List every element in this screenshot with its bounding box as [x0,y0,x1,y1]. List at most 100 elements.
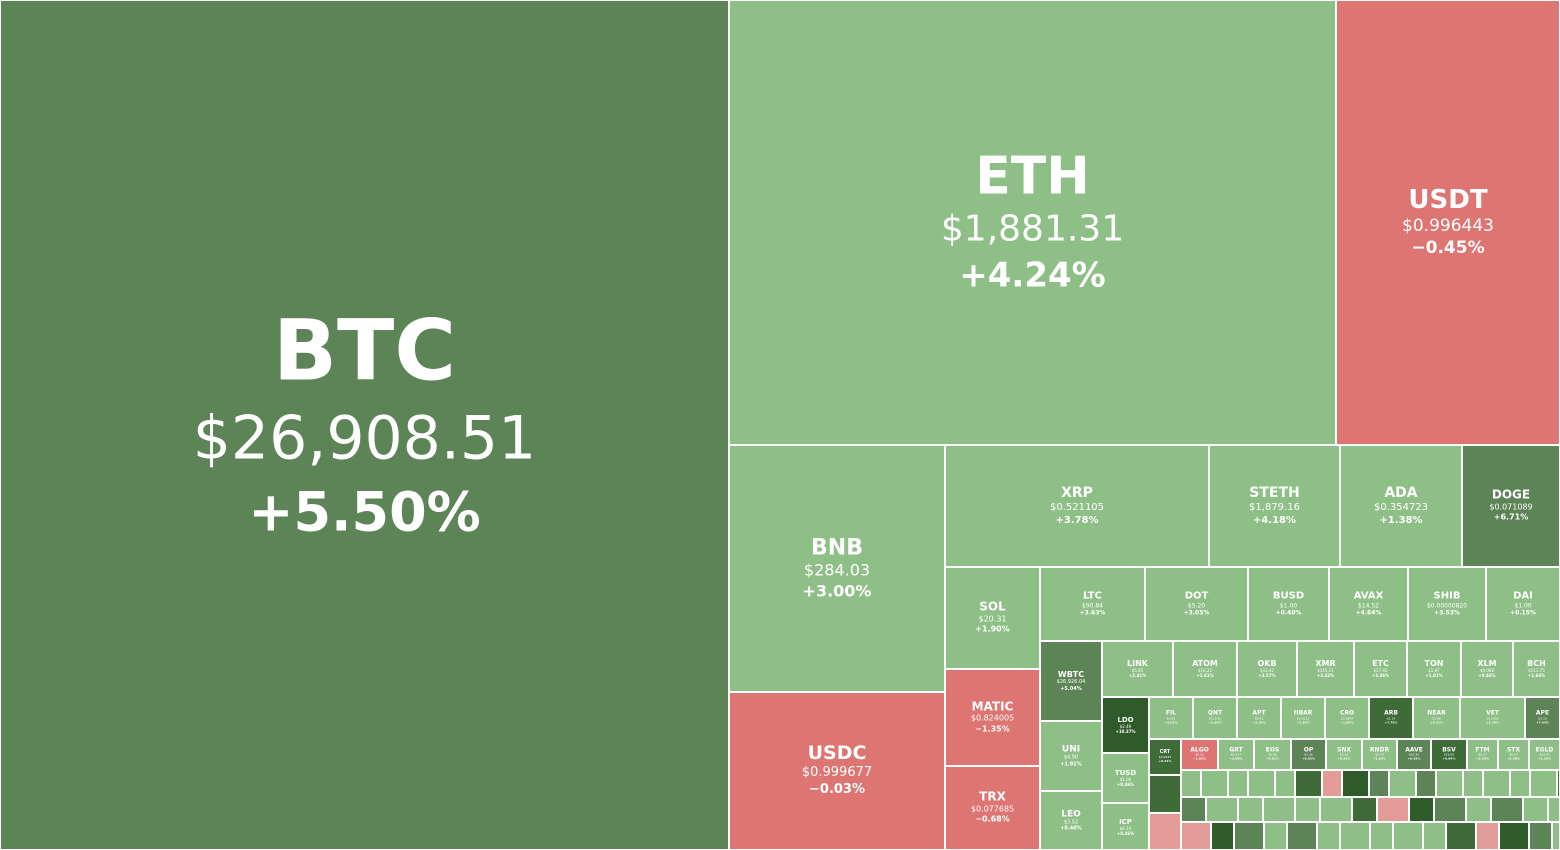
tile-bsv[interactable]: BSV $28.95 +6.84% [1431,739,1467,770]
tile-icp[interactable]: ICP $4.14 +0.46% [1102,803,1149,850]
tile-usdc[interactable]: USDC $0.999677 −0.03% [729,692,945,850]
tile-ton[interactable]: TON $1.87 +1.01% [1407,641,1461,697]
tile-trx[interactable]: TRX $0.077685 −0.68% [945,766,1040,850]
tile-minor-asset[interactable] [1552,822,1560,850]
tile-minor-asset[interactable] [1149,813,1181,850]
tile-aave[interactable]: AAVE $60.30 +6.58% [1397,739,1431,770]
tile-apt[interactable]: APT $8.23 +3.39% [1237,697,1281,739]
tile-minor-asset[interactable] [1423,822,1446,850]
tile-ada[interactable]: ADA $0.354723 +1.38% [1340,445,1462,567]
tile-xlm[interactable]: XLM $0.088 +0.46% [1461,641,1513,697]
tile-minor-asset[interactable] [1377,797,1409,822]
tile-minor-asset[interactable] [1476,822,1499,850]
tile-near[interactable]: NEAR $1.48 +4.31% [1413,697,1460,739]
tile-bch[interactable]: BCH $111.75 +1.66% [1513,641,1560,697]
tile-tusd[interactable]: TUSD $1.00 +0.46% [1102,753,1149,803]
tile-minor-asset[interactable] [1264,822,1287,850]
tile-minor-asset[interactable] [1206,797,1238,822]
tile-minor-asset[interactable] [1523,797,1548,822]
tile-minor-asset[interactable] [1181,770,1201,797]
tile-minor-asset[interactable] [1436,770,1463,797]
tile-ldo[interactable]: LDO $2.49 +10.37% [1102,697,1149,753]
tile-algo[interactable]: ALGO $0.12 −1.03% [1181,739,1218,770]
tile-eth[interactable]: ETH $1,881.31 +4.24% [729,0,1336,445]
tile-sol[interactable]: SOL $20.31 +1.90% [945,567,1040,669]
tile-doge[interactable]: DOGE $0.071089 +6.71% [1462,445,1560,567]
tile-minor-asset[interactable] [1548,797,1560,822]
tile-op[interactable]: OP $1.36 +6.02% [1291,739,1326,770]
tile-minor-asset[interactable] [1499,822,1529,850]
tile-wbtc[interactable]: WBTC $26,926.04 +5.04% [1040,641,1102,721]
tile-minor-asset[interactable] [1149,775,1181,813]
tile-minor-asset[interactable] [1295,770,1322,797]
tile-xrp[interactable]: XRP $0.521105 +3.78% [945,445,1209,567]
tile-crt[interactable]: CRT $0.0033 +6.21% [1149,739,1181,775]
tile-minor-asset[interactable] [1491,797,1523,822]
tile-minor-asset[interactable] [1463,770,1483,797]
tile-bnb[interactable]: BNB $284.03 +3.00% [729,445,945,692]
tile-stx[interactable]: STX $0.57 +2.30% [1498,739,1529,770]
tile-minor-asset[interactable] [1434,797,1466,822]
tile-leo[interactable]: LEO $3.52 +0.40% [1040,791,1102,850]
tile-minor-asset[interactable] [1530,770,1557,797]
tile-usdt[interactable]: USDT $0.996443 −0.45% [1336,0,1560,445]
tile-minor-asset[interactable] [1342,770,1369,797]
tile-minor-asset[interactable] [1287,822,1317,850]
tile-grt[interactable]: GRT $0.117 +3.00% [1218,739,1254,770]
tile-shib[interactable]: SHIB $0.00000820 +3.53% [1408,567,1486,641]
tile-minor-asset[interactable] [1320,797,1352,822]
tile-ftm[interactable]: FTM $0.27 +2.19% [1467,739,1498,770]
tile-avax[interactable]: AVAX $14.52 +4.64% [1329,567,1408,641]
tile-minor-asset[interactable] [1263,797,1295,822]
tile-minor-asset[interactable] [1275,770,1295,797]
tile-egld[interactable]: EGLD $33.42 +2.16% [1529,739,1560,770]
tile-ape[interactable]: APE $3.15 +7.44% [1525,697,1560,739]
tile-xmr[interactable]: XMR $145.11 +3.42% [1297,641,1354,697]
tile-minor-asset[interactable] [1295,797,1320,822]
tile-matic[interactable]: MATIC $0.824005 −1.35% [945,669,1040,766]
tile-eos[interactable]: EOS $0.86 +4.51% [1254,739,1291,770]
tile-fil[interactable]: FIL $3.83 +4.03% [1149,697,1193,739]
tile-atom[interactable]: ATOM $10.22 +2.61% [1173,641,1237,697]
tile-qnt[interactable]: QNT $113.83 +2.66% [1193,697,1237,739]
tile-minor-asset[interactable] [1369,770,1389,797]
tile-minor-asset[interactable] [1181,822,1211,850]
tile-minor-asset[interactable] [1248,770,1275,797]
tile-minor-asset[interactable] [1340,822,1370,850]
tile-minor-asset[interactable] [1466,797,1491,822]
tile-minor-asset[interactable] [1370,822,1393,850]
tile-minor-asset[interactable] [1483,770,1510,797]
tile-minor-asset[interactable] [1181,797,1206,822]
tile-cro[interactable]: CRO $0.0594 +1.89% [1325,697,1369,739]
tile-vet[interactable]: VET $0.0183 +3.76% [1460,697,1525,739]
tile-minor-asset[interactable] [1211,822,1234,850]
tile-minor-asset[interactable] [1238,797,1263,822]
tile-rndr[interactable]: RNDR $2.44 +1.29% [1362,739,1397,770]
tile-minor-asset[interactable] [1317,822,1340,850]
tile-minor-asset[interactable] [1409,797,1434,822]
tile-dai[interactable]: DAI $1.00 +0.15% [1486,567,1560,641]
tile-minor-asset[interactable] [1201,770,1228,797]
tile-hbar[interactable]: HBAR $0.0522 +2.26% [1281,697,1325,739]
tile-uni[interactable]: UNI $4.90 +1.91% [1040,721,1102,791]
tile-link[interactable]: LINK $5.85 +2.41% [1102,641,1173,697]
tile-minor-asset[interactable] [1322,770,1342,797]
tile-busd[interactable]: BUSD $1.00 +0.40% [1248,567,1329,641]
tile-ltc[interactable]: LTC $90.84 +3.63% [1040,567,1145,641]
tile-okb[interactable]: OKB $43.42 +3.57% [1237,641,1297,697]
tile-dot[interactable]: DOT $5.20 +3.05% [1145,567,1248,641]
tile-minor-asset[interactable] [1228,770,1248,797]
tile-minor-asset[interactable] [1446,822,1476,850]
tile-minor-asset[interactable] [1389,770,1416,797]
tile-minor-asset[interactable] [1416,770,1436,797]
tile-minor-asset[interactable] [1510,770,1530,797]
tile-minor-asset[interactable] [1352,797,1377,822]
tile-btc[interactable]: BTC $26,908.51 +5.50% [0,0,729,850]
tile-minor-asset[interactable] [1234,822,1264,850]
tile-minor-asset[interactable] [1393,822,1423,850]
tile-minor-asset[interactable] [1529,822,1552,850]
tile-arb[interactable]: ARB $1.14 +7.78% [1369,697,1413,739]
tile-steth[interactable]: STETH $1,879.16 +4.18% [1209,445,1340,567]
tile-etc[interactable]: ETC $17.45 +3.36% [1354,641,1407,697]
tile-snx[interactable]: SNX $2.15 +6.59% [1326,739,1362,770]
